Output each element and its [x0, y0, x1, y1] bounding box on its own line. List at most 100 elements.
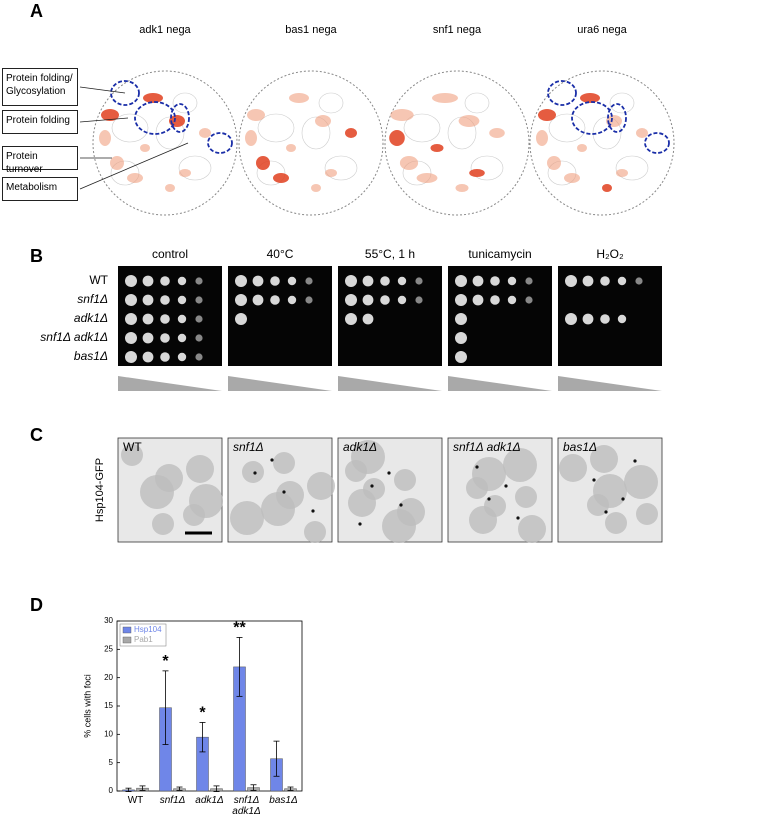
- callout-box: Metabolism: [2, 177, 78, 201]
- colony-spot: [525, 296, 533, 304]
- colony-spot: [195, 334, 203, 342]
- colony-spot: [415, 296, 423, 304]
- colony-spot: [397, 276, 407, 286]
- map-region: [464, 92, 490, 114]
- cluster-outline: [547, 80, 577, 106]
- cell: [186, 455, 214, 483]
- cell: [503, 448, 537, 482]
- condition-label: control: [152, 247, 188, 261]
- colony-spot: [235, 294, 247, 306]
- enrichment-spot: [110, 156, 124, 170]
- enrichment-spot: [289, 93, 309, 103]
- colony-spot: [305, 277, 313, 285]
- legend-swatch: [122, 626, 132, 634]
- colony-spot: [455, 294, 467, 306]
- map-outline: [384, 70, 530, 216]
- colony-spot: [362, 294, 374, 306]
- y-tick-label: 0: [109, 786, 114, 795]
- focus: [253, 471, 257, 475]
- enrichment-spot: [245, 130, 257, 146]
- micrograph-label: snf1Δ: [233, 440, 264, 454]
- map-title: snf1 nega: [433, 24, 482, 36]
- cluster-outline: [207, 132, 233, 154]
- colony-spot: [287, 276, 297, 286]
- enrichment-spot: [199, 128, 211, 138]
- condition-label: 40°C: [267, 247, 294, 261]
- colony-spot: [582, 275, 594, 287]
- callout-box: Protein folding: [2, 110, 78, 134]
- colony-spot: [177, 276, 187, 286]
- map-region: [318, 92, 344, 114]
- map-region: [470, 155, 504, 181]
- strain-label: snf1Δ: [77, 292, 108, 306]
- significance-mark: **: [233, 620, 246, 637]
- colony-spot: [490, 276, 500, 286]
- colony-spot: [177, 352, 187, 362]
- colony-spot: [287, 295, 297, 305]
- map-region: [548, 113, 586, 143]
- micrograph-label: snf1Δ adk1Δ: [453, 440, 521, 454]
- dilution-wedge: [558, 376, 662, 391]
- focus: [311, 509, 315, 513]
- cell: [261, 492, 295, 526]
- colony-spot: [345, 294, 357, 306]
- colony-spot: [455, 351, 467, 363]
- legend-label: Pab1: [134, 635, 153, 644]
- cell: [605, 512, 627, 534]
- enrichment-spot: [273, 173, 289, 183]
- y-tick-label: 25: [104, 644, 113, 653]
- enrichment-spot: [580, 93, 600, 103]
- focus: [633, 459, 637, 463]
- condition-label: H₂O₂: [596, 247, 624, 261]
- map-region: [547, 160, 577, 186]
- y-tick-label: 10: [104, 729, 113, 738]
- significance-mark: *: [162, 653, 169, 670]
- colony-spot: [235, 313, 247, 325]
- cell: [590, 445, 618, 473]
- dilution-wedge: [228, 376, 332, 391]
- colony-spot: [600, 276, 610, 286]
- colony-spot: [125, 332, 137, 344]
- cell: [394, 469, 416, 491]
- cell: [469, 506, 497, 534]
- colony-spot: [195, 315, 203, 323]
- colony-spot: [160, 276, 170, 286]
- enrichment-spot: [143, 93, 163, 103]
- cell: [307, 472, 335, 500]
- callout-box: Protein turnover: [2, 146, 78, 175]
- enrichment-spot: [564, 173, 580, 183]
- strain-label: WT: [89, 273, 108, 287]
- colony-spot: [380, 295, 390, 305]
- colony-spot: [472, 275, 484, 287]
- x-tick-label: WT: [127, 795, 144, 806]
- colony-spot: [177, 314, 187, 324]
- cluster-outline: [170, 103, 190, 133]
- colony-spot: [397, 295, 407, 305]
- map-region: [257, 113, 295, 143]
- colony-spot: [490, 295, 500, 305]
- enrichment-spot: [179, 169, 191, 177]
- enrichment-spot: [577, 144, 587, 152]
- colony-spot: [305, 296, 313, 304]
- panel-label: C: [30, 425, 43, 445]
- colony-spot: [380, 276, 390, 286]
- y-tick-label: 15: [104, 701, 113, 710]
- dilution-wedge: [118, 376, 222, 391]
- x-tick-label: adk1Δ: [195, 795, 224, 806]
- map-outline: [92, 70, 238, 216]
- enrichment-spot: [489, 128, 505, 138]
- colony-spot: [125, 351, 137, 363]
- map-region: [172, 92, 198, 114]
- focus: [504, 484, 508, 488]
- colony-spot: [160, 314, 170, 324]
- y-tick-label: 5: [109, 758, 114, 767]
- map-region: [615, 155, 649, 181]
- cell: [466, 477, 488, 499]
- map-region: [592, 116, 622, 150]
- cell: [348, 489, 376, 517]
- enrichment-spot: [469, 169, 485, 177]
- cell: [587, 494, 609, 516]
- cluster-outline: [644, 132, 670, 154]
- colony-spot: [142, 294, 154, 306]
- cell: [242, 461, 264, 483]
